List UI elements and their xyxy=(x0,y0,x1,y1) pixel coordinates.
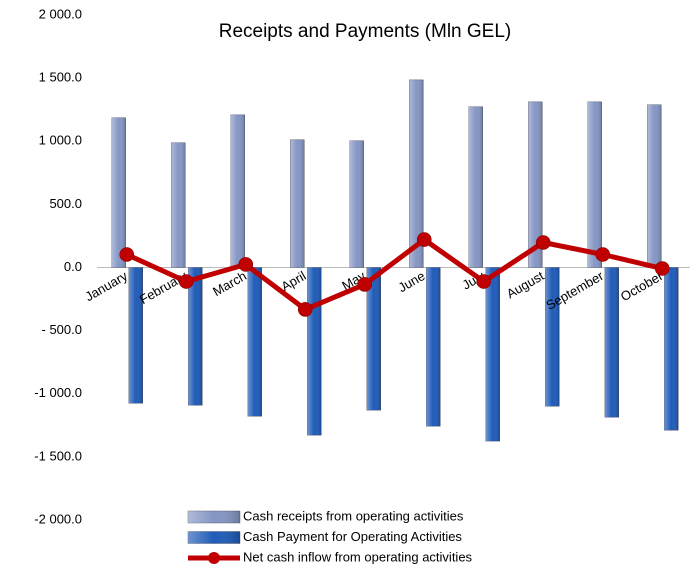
y-tick-label: 1 500.0 xyxy=(39,70,82,85)
bar-shine xyxy=(230,114,245,268)
line xyxy=(125,237,663,312)
bar-shine xyxy=(307,267,322,436)
bar-shine xyxy=(171,142,186,268)
bar-shine xyxy=(485,267,500,442)
bar-shine xyxy=(528,101,543,268)
chart-title: Receipts and Payments (Mln GEL) xyxy=(219,21,512,42)
y-tick-label: 0.0 xyxy=(64,259,82,274)
bar-shine xyxy=(128,267,143,404)
bar-shine xyxy=(647,104,662,268)
line-marker xyxy=(178,274,194,289)
line-marker xyxy=(535,235,551,250)
line-marker xyxy=(119,247,135,262)
bar-shine xyxy=(188,267,203,406)
bar-shine xyxy=(366,267,381,411)
legend-swatch xyxy=(208,552,220,564)
x-tick-label: August xyxy=(504,268,547,301)
bar-shine xyxy=(247,267,262,417)
legend-label: Net cash inflow from operating activitie… xyxy=(243,549,473,564)
legend-label: Cash Payment for Operating Activities xyxy=(243,529,462,544)
bar-shine xyxy=(290,139,305,268)
y-tick-label: - 500.0 xyxy=(42,322,82,337)
y-tick-label: -1 500.0 xyxy=(34,448,82,463)
line-marker xyxy=(476,274,492,289)
line-marker xyxy=(357,277,373,292)
y-tick-label: 500.0 xyxy=(49,196,82,211)
bar-shine xyxy=(545,267,560,407)
y-tick-label: 2 000.0 xyxy=(39,6,82,21)
y-tick-label: 1 000.0 xyxy=(39,133,82,148)
bar-shine xyxy=(111,117,126,268)
bar-shine xyxy=(409,79,424,268)
x-tick-label: June xyxy=(396,268,428,295)
line-marker xyxy=(238,257,254,272)
line-marker xyxy=(416,232,432,247)
bar-shine xyxy=(468,106,483,268)
bar-shine xyxy=(604,267,619,418)
bar-shine xyxy=(587,101,602,268)
line-marker xyxy=(595,247,611,262)
bar-shine xyxy=(426,267,441,427)
legend-shine xyxy=(188,511,240,523)
bar-shine xyxy=(349,140,364,268)
line-marker xyxy=(654,261,670,276)
y-tick-label: -1 000.0 xyxy=(34,385,82,400)
bar-shine xyxy=(664,267,679,431)
y-tick-label: -2 000.0 xyxy=(34,511,82,526)
line-marker xyxy=(297,302,313,317)
legend-label: Cash receipts from operating activities xyxy=(243,508,464,523)
legend-shine xyxy=(188,531,240,544)
x-tick-label: January xyxy=(82,268,130,304)
